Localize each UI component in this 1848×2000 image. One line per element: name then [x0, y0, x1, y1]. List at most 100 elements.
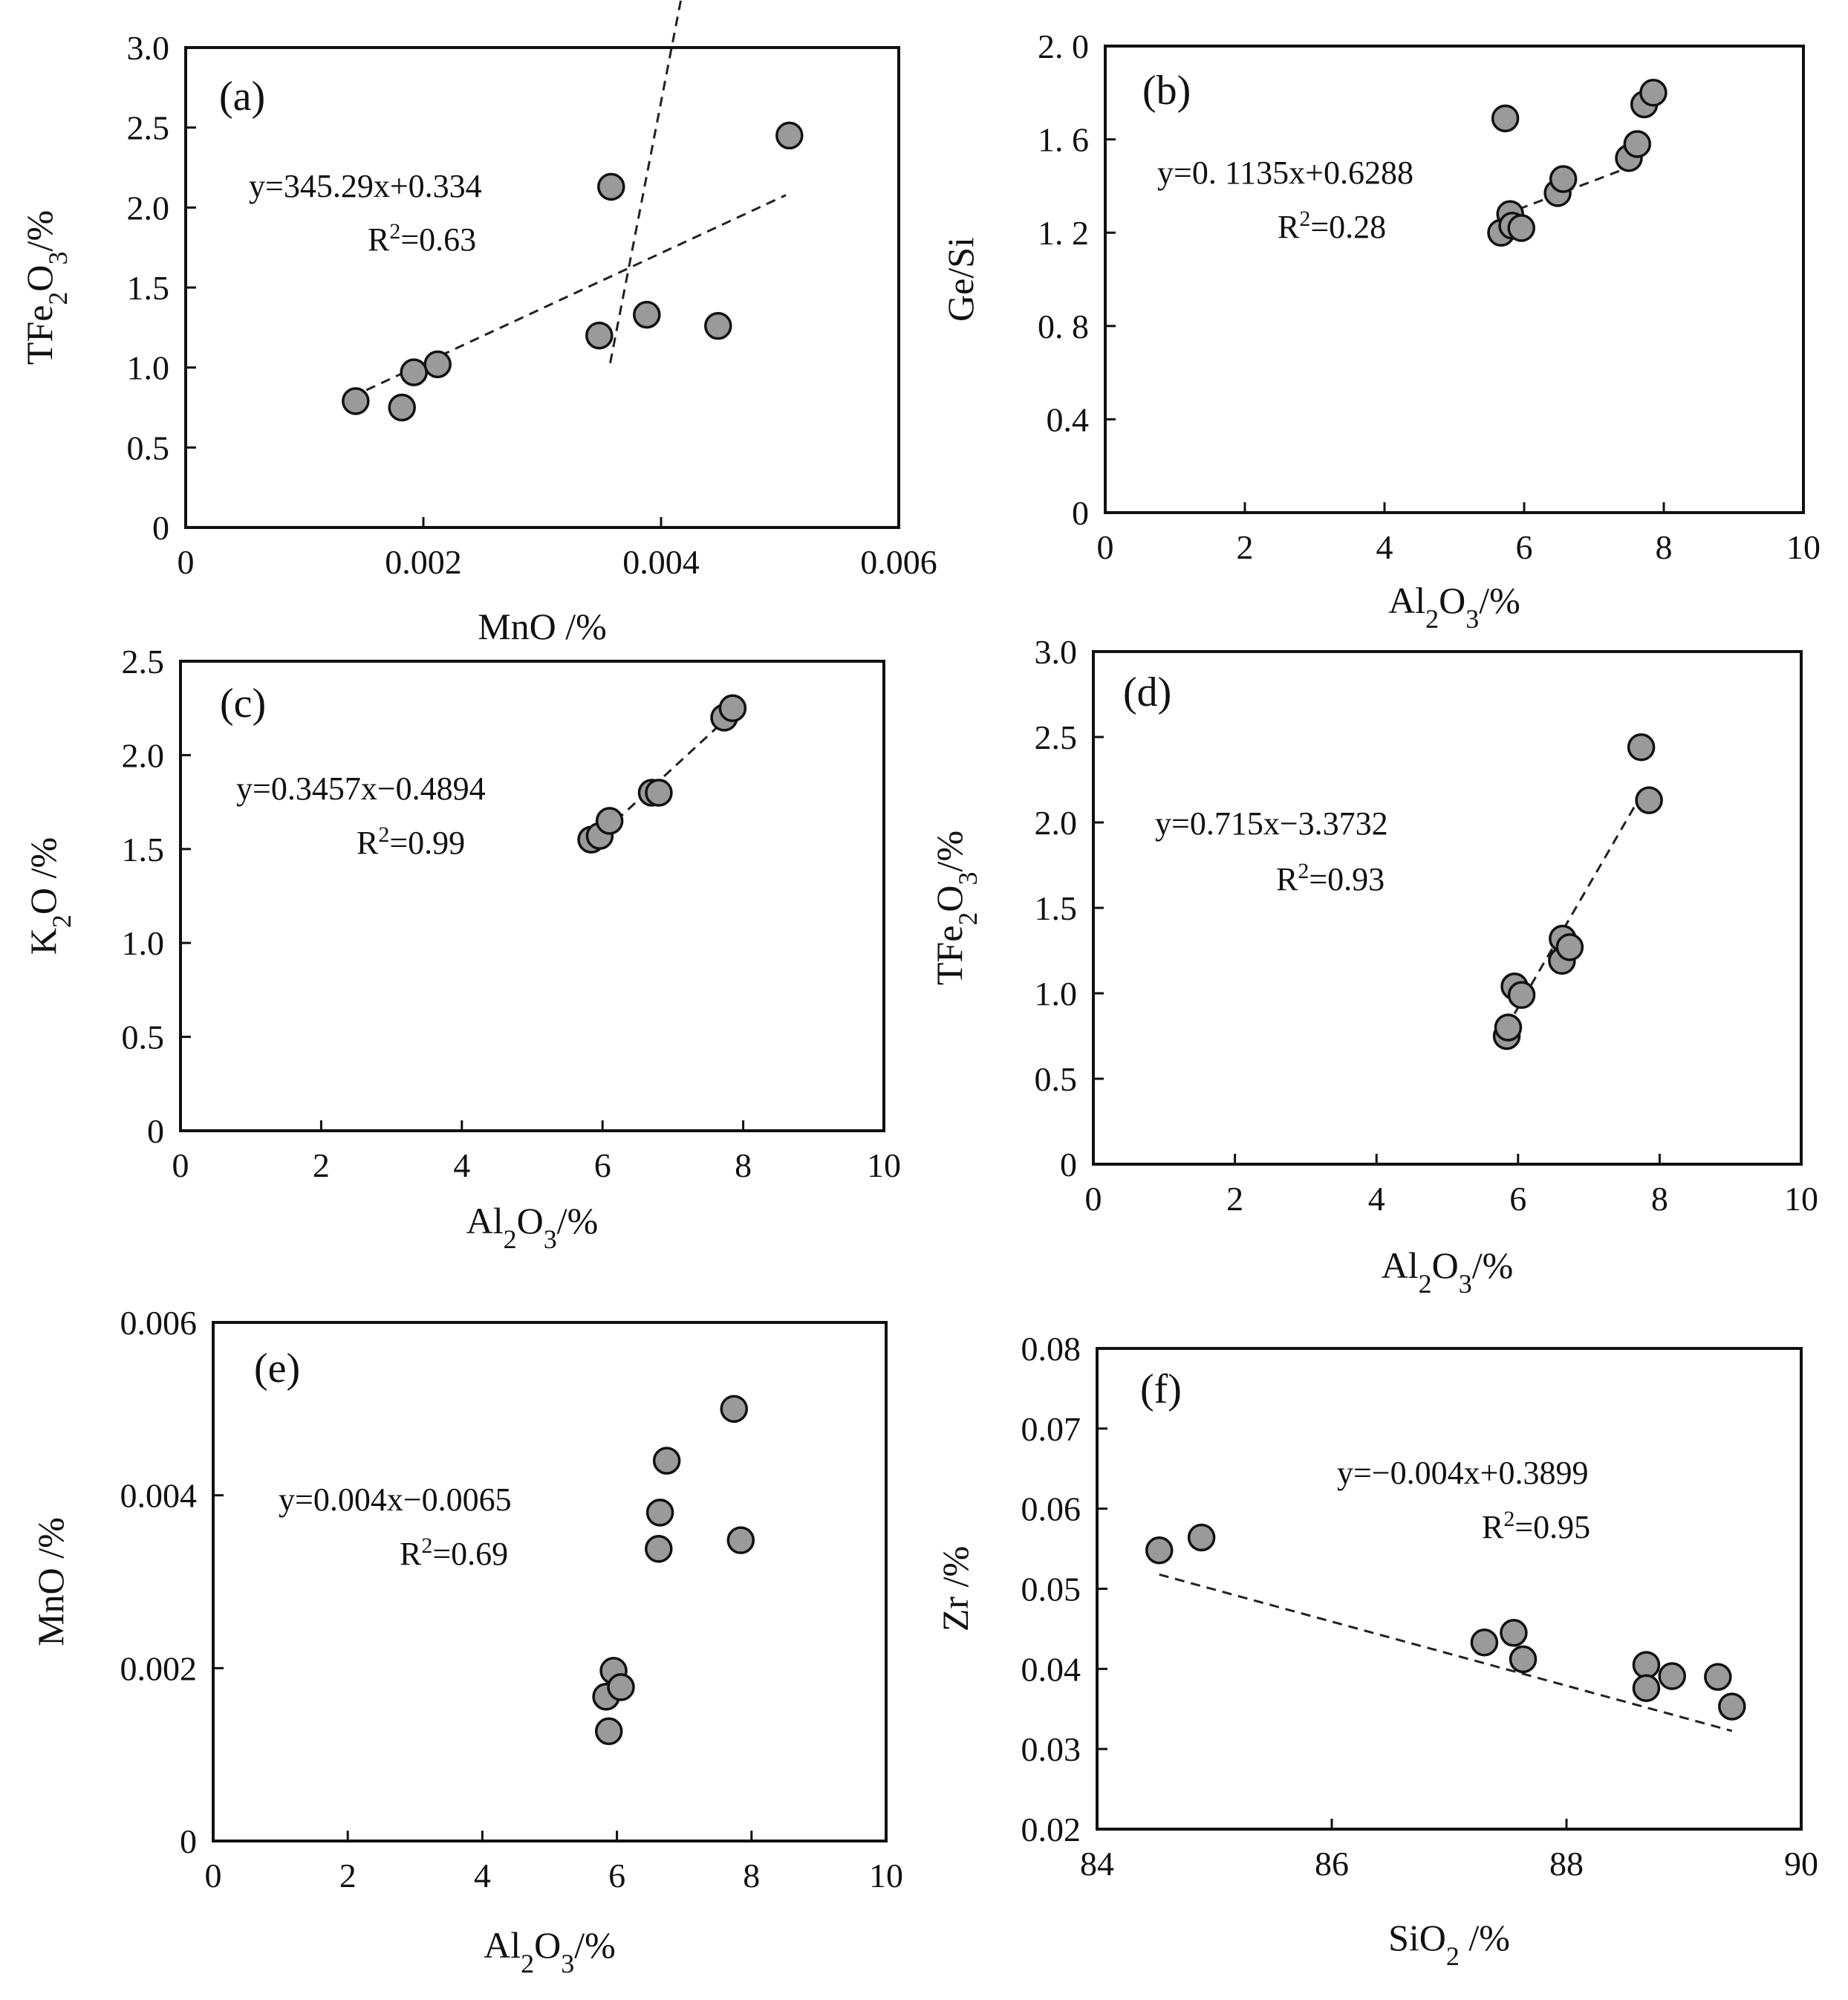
y-tick-label: 0.002 — [120, 1649, 198, 1687]
panel-label: (b) — [1142, 68, 1191, 114]
y-tick-label: 0 — [180, 1822, 197, 1860]
panel-label: (d) — [1123, 669, 1171, 715]
data-point — [388, 393, 416, 422]
x-tick-label: 10 — [867, 1146, 901, 1184]
plot-frame — [1104, 45, 1805, 514]
x-tick-label: 6 — [1509, 1180, 1526, 1218]
data-point — [1627, 733, 1656, 762]
x-tick-label: 0 — [1085, 1180, 1102, 1218]
data-point — [342, 387, 370, 415]
data-point — [1632, 1651, 1661, 1679]
y-tick-label: 0. 8 — [1038, 308, 1089, 345]
y-tick-label: 0.05 — [1021, 1571, 1081, 1608]
y-tick-label: 0.006 — [120, 1304, 198, 1342]
r-squared: R2=0.63 — [368, 219, 476, 259]
y-tick-label: 2.5 — [122, 643, 165, 681]
panel-label: (c) — [220, 681, 266, 727]
plot-frame — [1092, 650, 1803, 1166]
x-tick-label: 0.006 — [860, 543, 937, 581]
y-tick-label: 0 — [152, 509, 169, 547]
x-tick-label: 84 — [1080, 1845, 1114, 1883]
y-tick-label: 0 — [147, 1112, 164, 1150]
x-tick-label: 8 — [735, 1146, 752, 1184]
x-tick-label: 6 — [608, 1857, 625, 1895]
data-point — [652, 1447, 681, 1475]
panel-label: (e) — [254, 1345, 300, 1392]
regression-equation: y=0.3457x−0.4894 — [236, 770, 486, 807]
y-tick-label: 2.0 — [1035, 804, 1078, 842]
y-tick-label: 1.0 — [127, 349, 170, 387]
data-point — [726, 1526, 755, 1554]
data-point — [1507, 214, 1535, 242]
x-tick-label: 2 — [313, 1146, 330, 1184]
x-tick-label: 0 — [205, 1857, 222, 1895]
y-tick-label: 0.5 — [122, 1019, 165, 1056]
y-tick-label: 0 — [1072, 494, 1089, 532]
x-tick-label: 0.002 — [385, 543, 462, 581]
panel-f: 84 86 88 90 0.02 0.03 0.04 0.05 0.06 0.07 0.08 (f) y… — [934, 1330, 1818, 1971]
data-point — [704, 311, 732, 340]
data-point — [645, 779, 673, 807]
y-tick-label: 2.5 — [1035, 718, 1078, 756]
x-tick-label: 4 — [1368, 1180, 1385, 1218]
y-tick-label: 0.02 — [1021, 1811, 1081, 1848]
y-tick-label: 0.06 — [1021, 1490, 1081, 1528]
data-point — [607, 1673, 635, 1701]
x-tick-label: 0.004 — [622, 543, 700, 581]
panel-d: 0 2 4 6 8 10 0 0.5 1.0 1.5 2.0 2.5 3.0 (d) y=0.715x−3.… — [928, 633, 1818, 1299]
data-point — [775, 121, 804, 150]
y-tick-label: 0.4 — [1047, 400, 1090, 438]
y-tick-label: 1. 2 — [1038, 214, 1089, 252]
x-tick-label: 2 — [1226, 1180, 1243, 1218]
regression-equation: y=0.004x−0.0065 — [279, 1481, 512, 1518]
regression-equation: y=0.715x−3.3732 — [1155, 805, 1388, 842]
x-tick-label: 0 — [178, 543, 195, 581]
regression-equation: y=−0.004x+0.3899 — [1337, 1455, 1588, 1491]
y-tick-label: 0.08 — [1021, 1330, 1081, 1368]
regression-equation: y=345.29x+0.334 — [249, 168, 482, 204]
data-point — [718, 694, 747, 722]
data-point — [645, 1499, 674, 1527]
x-tick-label: 10 — [1784, 1180, 1818, 1218]
data-point — [1658, 1662, 1686, 1690]
x-axis-label: Al2O3/% — [466, 1200, 599, 1254]
x-tick-label: 0 — [172, 1146, 189, 1184]
data-point — [1623, 130, 1652, 158]
y-tick-label: 3.0 — [1035, 633, 1078, 671]
data-point — [1509, 1645, 1538, 1674]
data-point — [1549, 165, 1578, 193]
trendline — [365, 194, 787, 392]
regression-equation: y=0. 1135x+0.6288 — [1157, 155, 1413, 191]
r-squared: R2=0.93 — [1276, 859, 1385, 898]
data-point — [1494, 1013, 1523, 1042]
y-tick-label: 0.5 — [127, 429, 170, 467]
x-tick-label: 6 — [1516, 528, 1533, 566]
y-axis-label: TFe2O3/% — [19, 210, 73, 365]
r-squared: R2=0.28 — [1278, 207, 1386, 246]
panel-e: 0 2 4 6 8 10 0 0.002 0.004 0.006 (e) y=0.004x−0.006… — [30, 0, 903, 1978]
panel-b: 0 2 4 6 8 10 0 0.4 0. 8 1. 2 1. 6 2. 0 (b) y=0. 1135x… — [940, 27, 1821, 634]
y-tick-label: 0.07 — [1021, 1410, 1081, 1448]
y-tick-label: 3.0 — [127, 29, 170, 67]
data-point — [1491, 104, 1520, 133]
data-point — [1507, 981, 1536, 1010]
data-point — [1718, 1692, 1746, 1721]
y-tick-label: 1. 6 — [1038, 121, 1089, 159]
y-tick-label: 0.004 — [120, 1477, 198, 1515]
y-tick-label: 1.5 — [122, 831, 165, 868]
r-squared: R2=0.95 — [1482, 1507, 1590, 1546]
plot-frame — [179, 660, 885, 1132]
data-point — [1639, 79, 1668, 107]
data-point — [595, 807, 624, 835]
data-point — [1635, 786, 1663, 814]
trendline — [1159, 1573, 1733, 1733]
y-axis-label: MnO /% — [30, 1517, 71, 1646]
trendline — [590, 715, 730, 844]
x-axis-label: SiO2 /% — [1388, 1917, 1510, 1971]
plot-frame — [1096, 1347, 1803, 1831]
x-tick-label: 2 — [1237, 528, 1254, 566]
y-tick-label: 2.5 — [127, 109, 170, 147]
y-tick-label: 1.0 — [122, 924, 165, 962]
x-tick-label: 4 — [453, 1146, 470, 1184]
data-point — [1500, 1619, 1528, 1647]
